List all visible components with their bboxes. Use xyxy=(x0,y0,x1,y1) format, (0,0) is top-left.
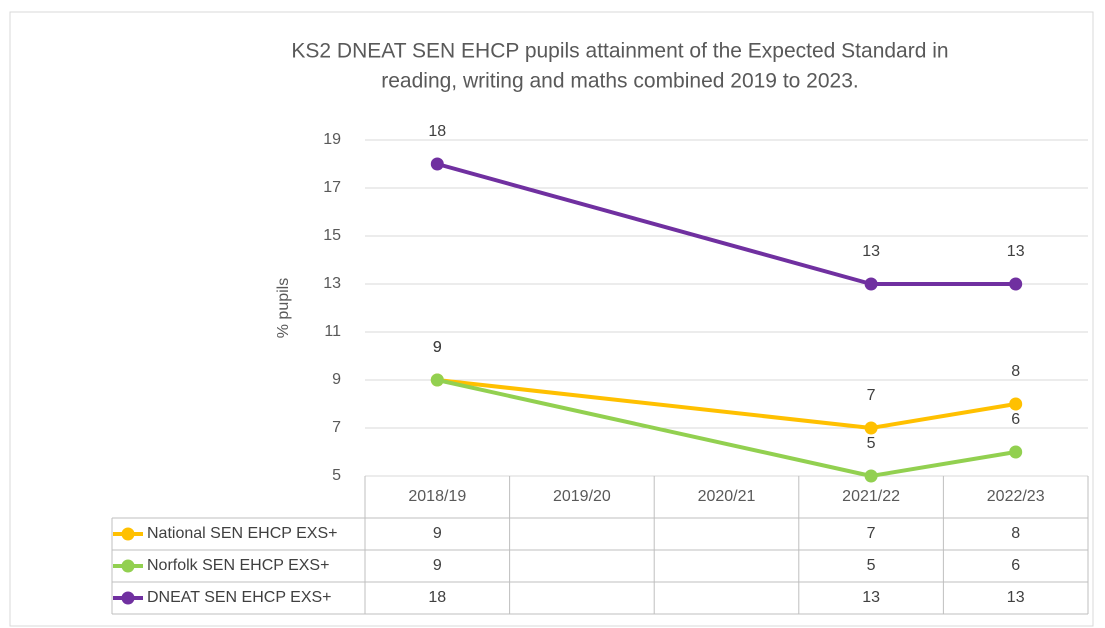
table-cell: 6 xyxy=(1011,557,1020,574)
data-label: 9 xyxy=(433,339,442,356)
data-point xyxy=(864,421,878,435)
table-cell: 5 xyxy=(867,557,876,574)
data-label: 7 xyxy=(867,387,876,404)
table-cell: 8 xyxy=(1011,525,1020,542)
y-tick-label: 15 xyxy=(323,227,341,244)
y-tick-label: 19 xyxy=(323,131,341,148)
legend-label: Norfolk SEN EHCP EXS+ xyxy=(147,557,329,574)
table-cell: 7 xyxy=(867,525,876,542)
y-tick-label: 7 xyxy=(332,419,341,436)
data-point xyxy=(1009,397,1023,411)
y-tick-label: 9 xyxy=(332,371,341,388)
data-point xyxy=(430,373,444,387)
y-tick-label: 17 xyxy=(323,179,341,196)
x-tick-label: 2018/19 xyxy=(408,488,466,505)
x-tick-label: 2022/23 xyxy=(987,488,1045,505)
y-tick-label: 13 xyxy=(323,275,341,292)
y-axis-label: % pupils xyxy=(275,278,292,338)
legend-key-marker xyxy=(121,559,135,573)
data-label: 6 xyxy=(1011,411,1020,428)
data-label: 5 xyxy=(867,435,876,452)
data-label: 18 xyxy=(428,123,446,140)
data-point xyxy=(1009,445,1023,459)
y-tick-label: 11 xyxy=(324,323,341,340)
legend-label: National SEN EHCP EXS+ xyxy=(147,525,337,542)
legend-label: DNEAT SEN EHCP EXS+ xyxy=(147,589,332,606)
legend-key-marker xyxy=(121,527,135,541)
x-tick-label: 2020/21 xyxy=(698,488,756,505)
chart-area xyxy=(9,11,1094,627)
data-label: 9 xyxy=(433,339,442,356)
x-tick-label: 2021/22 xyxy=(842,488,900,505)
table-cell: 9 xyxy=(433,557,442,574)
data-label: 13 xyxy=(862,243,880,260)
data-label: 8 xyxy=(1011,363,1020,380)
data-point xyxy=(864,277,878,291)
x-tick-label: 2019/20 xyxy=(553,488,611,505)
table-cell: 13 xyxy=(862,589,880,606)
y-tick-label: 5 xyxy=(332,467,341,484)
data-point xyxy=(864,469,878,483)
chart-title: KS2 DNEAT SEN EHCP pupils attainment of … xyxy=(291,40,948,63)
data-point xyxy=(430,157,444,171)
chart-title: reading, writing and maths combined 2019… xyxy=(381,70,858,93)
table-cell: 18 xyxy=(428,589,446,606)
data-label: 13 xyxy=(1007,243,1025,260)
data-point xyxy=(1009,277,1023,291)
table-cell: 9 xyxy=(433,525,442,542)
table-cell: 13 xyxy=(1007,589,1025,606)
legend-key-marker xyxy=(121,591,135,605)
